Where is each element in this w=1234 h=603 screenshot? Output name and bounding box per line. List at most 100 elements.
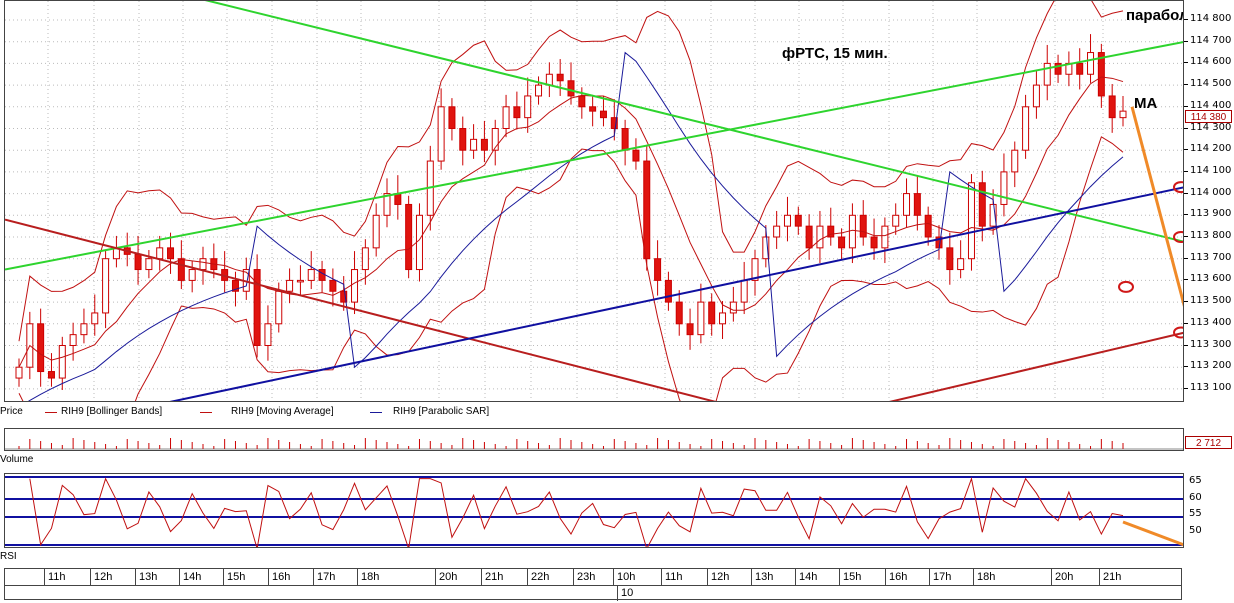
candle	[589, 94, 597, 127]
candle	[145, 250, 153, 279]
candle	[491, 119, 499, 166]
candle	[524, 77, 532, 133]
target-circle-marker	[1118, 280, 1134, 293]
candle	[47, 353, 55, 387]
candle	[708, 293, 716, 336]
candle	[816, 210, 824, 264]
bearish-candle-body	[448, 106, 456, 130]
candle	[502, 94, 510, 138]
volume-label-bar: Volume	[0, 453, 1184, 467]
bearish-candle-body	[632, 149, 640, 162]
price-axis-tick	[1184, 192, 1188, 194]
price-axis-label: 114 300	[1190, 121, 1232, 133]
rsi-axis: 65 60 55 50	[1184, 473, 1234, 548]
bearish-candle-body	[167, 247, 175, 260]
volume-panel[interactable]	[4, 428, 1184, 451]
bullish-candle-body	[903, 193, 911, 216]
rsi-axis-label: 50	[1189, 525, 1202, 536]
candle	[459, 116, 467, 166]
bearish-candle-body	[599, 110, 607, 119]
legend-bollinger: RIH9 [Bollinger Bands]	[61, 406, 163, 417]
bullish-candle-body	[80, 323, 88, 336]
legend-ma: RIH9 [Moving Average]	[231, 406, 334, 417]
bullish-candle-body	[307, 269, 315, 281]
bullish-candle-body	[773, 225, 781, 238]
candle	[156, 235, 164, 271]
bullish-candle-body	[286, 279, 294, 292]
candle	[654, 240, 662, 296]
candle	[112, 235, 120, 268]
candle	[448, 98, 456, 141]
bullish-candle-body	[58, 345, 66, 379]
price-axis-label: 113 100	[1190, 381, 1232, 393]
price-axis-tick	[1184, 62, 1188, 64]
bearish-candle-body	[610, 117, 618, 130]
bearish-candle-body	[924, 214, 932, 238]
time-axis-label: 22h	[527, 569, 549, 585]
time-axis-label: 13h	[751, 569, 773, 585]
blue-trendline	[169, 186, 1183, 401]
candle	[827, 207, 835, 246]
price-axis-tick	[1184, 301, 1188, 303]
candle	[783, 196, 791, 242]
bullish-candle-body	[967, 182, 975, 260]
price-axis-tick	[1184, 279, 1188, 281]
bullish-candle-body	[502, 106, 510, 130]
price-axis-tick	[1184, 170, 1188, 172]
price-axis: 114 800 114 700 114 600 114 500 114 400 114 3…	[1184, 0, 1234, 402]
bullish-candle-body	[361, 247, 369, 271]
legend-ma-swatch	[200, 412, 212, 413]
bullish-candle-body	[437, 106, 445, 162]
bearish-candle-body	[480, 138, 488, 151]
bullish-candle-body	[188, 269, 196, 281]
bullish-candle-body	[719, 312, 727, 325]
legend-sar: RIH9 [Parabolic SAR]	[393, 406, 490, 417]
candle	[545, 62, 553, 98]
moving-average-line	[18, 76, 1124, 368]
bearish-candle-body	[978, 182, 986, 227]
date-label: 10	[617, 586, 633, 601]
bearish-candle-body	[913, 193, 921, 216]
time-axis-label: 18h	[357, 569, 379, 585]
price-axis-tick	[1184, 344, 1188, 346]
time-axis-label: 10h	[613, 569, 635, 585]
bullish-candle-body	[1011, 149, 1019, 173]
target-circle-marker	[1173, 326, 1183, 339]
price-chart-panel[interactable]: фРТС, 15 мин. параболик MA	[4, 0, 1184, 402]
candle	[675, 290, 683, 336]
candle	[1054, 54, 1062, 83]
bearish-candle-body	[664, 279, 672, 303]
candle	[621, 119, 629, 166]
time-axis-label: 12h	[90, 569, 112, 585]
price-axis-label: 114 700	[1190, 34, 1232, 46]
time-axis-label: 15h	[839, 569, 861, 585]
price-axis-label: 113 800	[1190, 230, 1232, 241]
bullish-candle-body	[783, 214, 791, 227]
candle	[307, 251, 315, 290]
price-chart-svg	[5, 1, 1183, 401]
bearish-candle-body	[567, 80, 575, 97]
bullish-candle-body	[296, 279, 304, 283]
forecast-arrow	[1130, 106, 1183, 307]
target-circle-marker	[1173, 231, 1183, 243]
candle	[329, 268, 337, 307]
bearish-candle-body	[621, 128, 629, 151]
candle	[188, 260, 196, 293]
candle	[740, 261, 748, 315]
bearish-candle-body	[686, 323, 694, 336]
bearish-candle-body	[578, 95, 586, 108]
rsi-panel[interactable]	[4, 473, 1184, 548]
candle	[567, 62, 575, 105]
parabolic-sar-line	[27, 51, 1124, 401]
time-axis-label: 20h	[1051, 569, 1073, 585]
candle	[535, 76, 543, 105]
candle	[513, 91, 521, 130]
price-axis-tick	[1184, 257, 1188, 259]
bearish-candle-body	[838, 236, 846, 249]
candle	[643, 145, 651, 271]
candle	[664, 271, 672, 311]
candle	[848, 203, 856, 264]
time-axis-label: 17h	[313, 569, 335, 585]
bearish-candle-body	[708, 301, 716, 325]
price-axis-label: 113 500	[1190, 295, 1232, 307]
